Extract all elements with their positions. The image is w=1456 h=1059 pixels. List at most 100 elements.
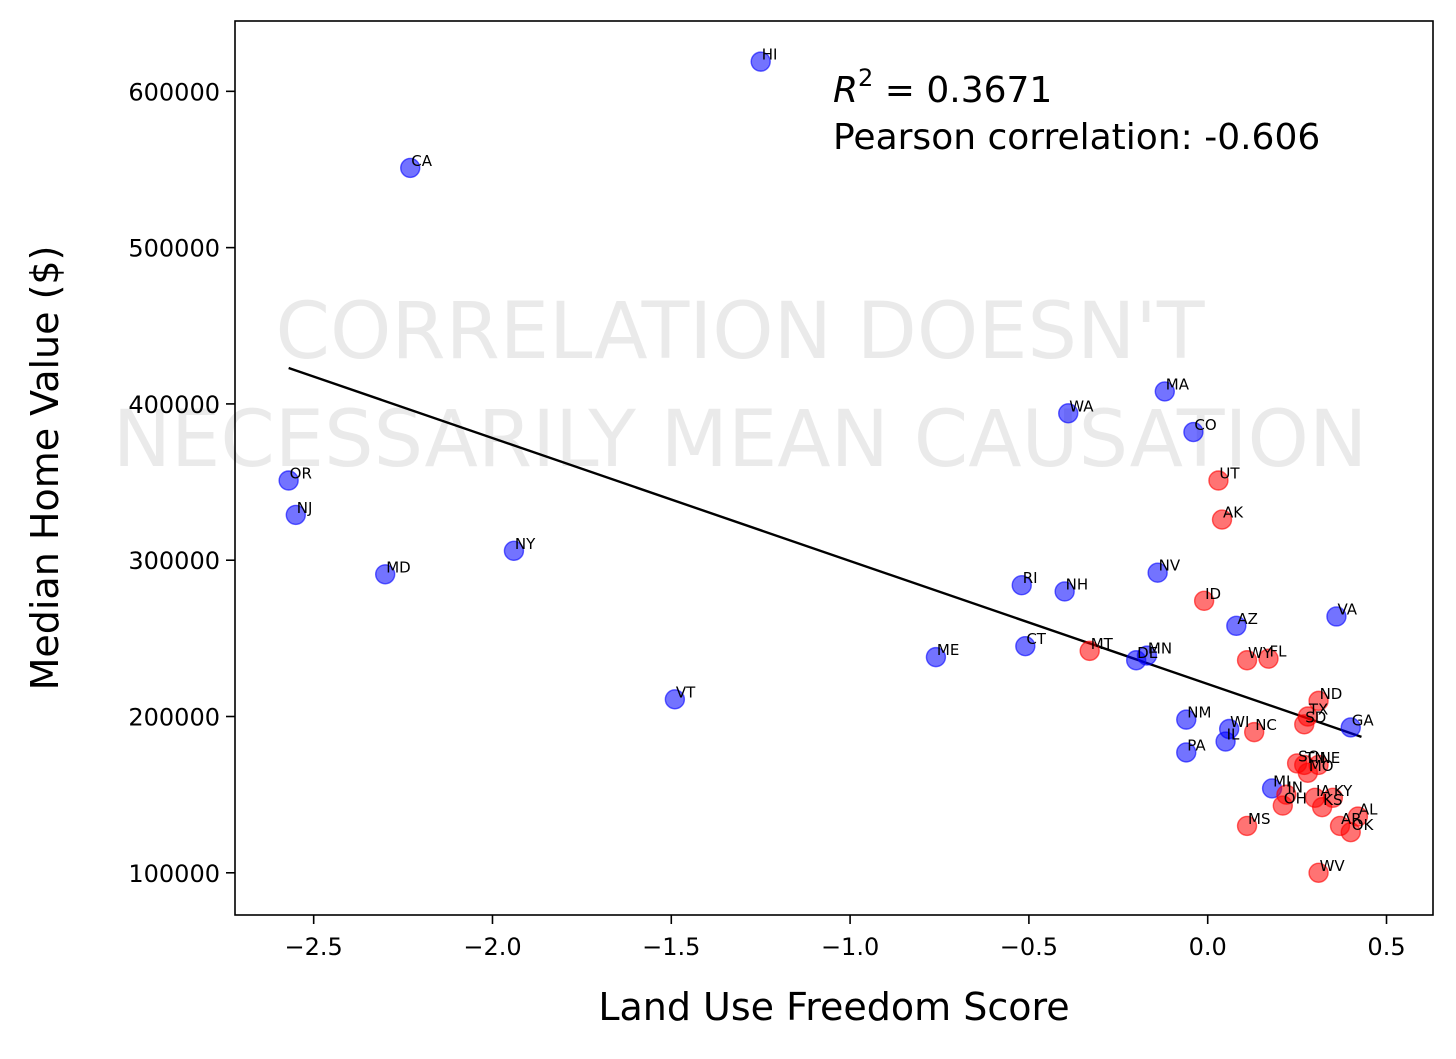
data-point-ks[interactable] — [1311, 796, 1333, 818]
point-label-in: IN — [1287, 779, 1303, 797]
point-label-ia: IA — [1316, 782, 1331, 800]
point-label-ks: KS — [1323, 791, 1342, 809]
y-axis-title: Median Home Value ($) — [23, 246, 67, 691]
point-label-az: AZ — [1237, 610, 1258, 628]
point-label-mt: MT — [1091, 635, 1114, 653]
x-tick-label: 0.5 — [1367, 933, 1405, 961]
r-squared-exponent: 2 — [858, 64, 873, 92]
point-label-me: ME — [937, 641, 959, 659]
data-point-me[interactable] — [925, 646, 947, 668]
data-point-sd[interactable] — [1294, 714, 1315, 735]
point-label-sd: SD — [1305, 708, 1326, 726]
trendline — [288, 366, 1362, 738]
data-point-ny[interactable] — [503, 540, 525, 562]
point-label-ne: NE — [1320, 749, 1341, 767]
y-tick-label: 200000 — [128, 704, 220, 732]
data-point-or[interactable] — [278, 470, 299, 491]
point-labels-layer: HI CA OR NJ MD NY VT ME MA WA CO UT AK RI NH NV ID AZ VA CT… — [290, 46, 1379, 875]
data-point-ct[interactable] — [1015, 635, 1036, 657]
x-tick-label: −1.0 — [821, 933, 879, 961]
x-tick-label: 0.0 — [1189, 933, 1227, 961]
point-label-ri: RI — [1023, 569, 1038, 587]
data-point-ma[interactable] — [1154, 381, 1175, 402]
point-label-mi: MI — [1273, 772, 1290, 790]
y-tick-label: 400000 — [128, 391, 220, 419]
trendline-layer — [288, 366, 1362, 738]
point-label-ar: AR — [1341, 810, 1362, 828]
point-label-hi: HI — [762, 46, 778, 64]
point-label-oh: OH — [1284, 790, 1307, 808]
watermark-line-2: NECESSARILY MEAN CAUSATION — [113, 395, 1368, 485]
data-point-nj[interactable] — [285, 504, 306, 526]
point-label-nm: NM — [1187, 704, 1211, 722]
data-point-pa[interactable] — [1176, 742, 1197, 763]
point-label-tx: TX — [1308, 701, 1328, 719]
data-point-va[interactable] — [1326, 606, 1347, 627]
data-point-hi[interactable] — [750, 51, 771, 72]
data-point-wa[interactable] — [1058, 403, 1079, 424]
x-axis-title: Land Use Freedom Score — [598, 985, 1069, 1029]
pearson-annotation: Pearson correlation: -0.606 — [833, 117, 1320, 158]
r-squared-annotation: R2 = 0.3671 — [833, 64, 1052, 111]
data-point-ms[interactable] — [1236, 815, 1258, 837]
point-label-va: VA — [1337, 600, 1357, 618]
data-point-oh[interactable] — [1272, 795, 1294, 816]
plot-frame — [234, 20, 1434, 916]
data-point-ri[interactable] — [1011, 575, 1032, 596]
data-point-mt[interactable] — [1079, 640, 1100, 662]
point-label-wv: WV — [1320, 857, 1346, 875]
data-point-vt[interactable] — [664, 689, 686, 710]
y-tick-label: 500000 — [128, 235, 220, 263]
point-label-nj: NJ — [297, 499, 313, 517]
point-label-fl: FL — [1269, 643, 1287, 661]
data-point-wy[interactable] — [1236, 650, 1258, 671]
data-point-nh[interactable] — [1054, 581, 1075, 602]
watermark-line-1: CORRELATION DOESN'T — [276, 287, 1205, 377]
y-tick-label: 100000 — [128, 860, 220, 888]
data-point-nd[interactable] — [1308, 690, 1329, 712]
point-label-md: MD — [386, 558, 411, 576]
data-point-co[interactable] — [1183, 421, 1204, 443]
data-point-il[interactable] — [1215, 731, 1236, 752]
point-label-ga: GA — [1352, 711, 1375, 729]
data-point-nm[interactable] — [1176, 709, 1197, 730]
y-tick-label: 600000 — [128, 78, 220, 106]
y-tick-label: 300000 — [128, 547, 220, 575]
data-point-nc[interactable] — [1243, 721, 1265, 743]
point-label-ky: KY — [1334, 782, 1353, 800]
data-point-mn[interactable] — [1136, 645, 1158, 666]
data-point-ca[interactable] — [400, 157, 421, 179]
data-point-nv[interactable] — [1147, 562, 1168, 583]
point-label-ak: AK — [1223, 504, 1244, 522]
data-point-id[interactable] — [1193, 590, 1215, 612]
y-axis-ticks: 100000 200000 300000 400000 500000 600000 — [128, 78, 235, 888]
points-layer — [278, 51, 1369, 884]
data-point-mo[interactable] — [1297, 762, 1319, 783]
data-point-ok[interactable] — [1340, 821, 1361, 843]
point-label-nc: NC — [1255, 716, 1277, 734]
point-label-id: ID — [1205, 585, 1221, 603]
point-label-ny: NY — [515, 535, 536, 553]
data-point-md[interactable] — [374, 564, 396, 585]
x-axis-ticks: −2.5 −2.0 −1.5 −1.0 −0.5 0.0 0.5 — [285, 915, 1406, 961]
data-point-fl[interactable] — [1258, 648, 1279, 669]
data-point-ga[interactable] — [1340, 717, 1361, 738]
x-tick-label: −2.5 — [285, 933, 343, 961]
point-label-wa: WA — [1069, 397, 1094, 415]
point-label-sc: SC — [1298, 747, 1318, 765]
data-point-ut[interactable] — [1208, 470, 1229, 491]
point-label-nh: NH — [1066, 575, 1089, 593]
point-label-vt: VT — [676, 683, 696, 701]
point-label-tn: TN — [1304, 749, 1325, 767]
data-point-az[interactable] — [1226, 615, 1247, 637]
point-label-wi: WI — [1230, 713, 1249, 731]
data-point-ak[interactable] — [1211, 509, 1233, 530]
point-label-ma: MA — [1166, 375, 1190, 393]
data-point-wv[interactable] — [1308, 862, 1329, 884]
point-label-de: DE — [1137, 644, 1158, 662]
x-tick-label: −1.5 — [642, 933, 700, 961]
r-squared-symbol: R — [833, 70, 858, 111]
point-label-mn: MN — [1148, 640, 1172, 658]
point-label-il: IL — [1227, 726, 1240, 744]
